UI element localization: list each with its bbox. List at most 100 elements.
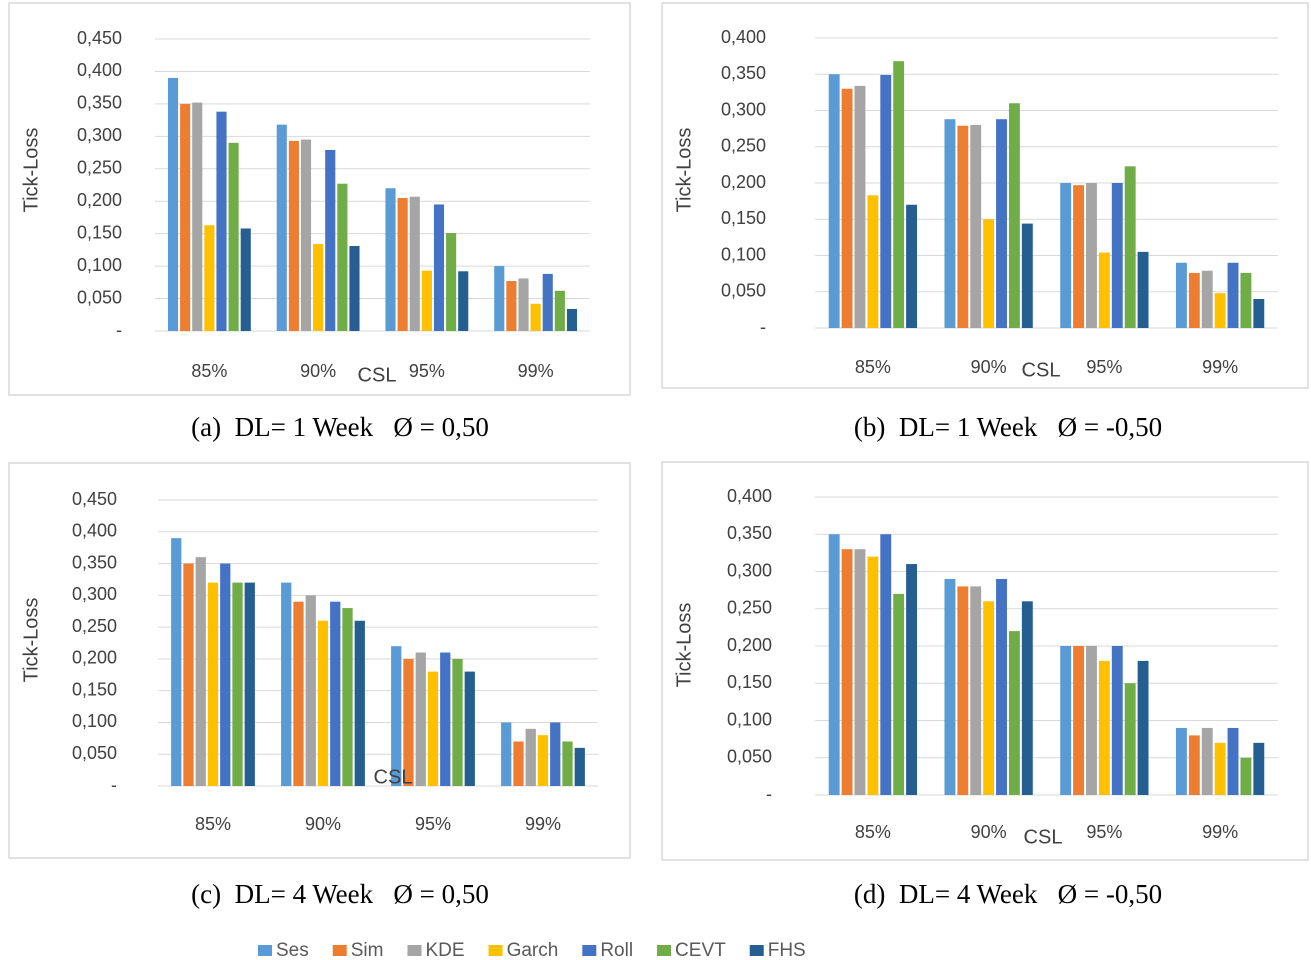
bar [970, 125, 982, 328]
x-tick-label: 85% [855, 357, 891, 377]
y-tick-label: 0,200 [727, 635, 772, 655]
bar [828, 534, 840, 795]
y-tick-label: 0,350 [77, 93, 122, 113]
y-tick-label: 0,250 [72, 616, 117, 636]
y-tick-label: 0,100 [72, 711, 117, 731]
bar [542, 273, 553, 331]
bar [415, 652, 426, 786]
bar [240, 228, 251, 331]
bar [1021, 601, 1033, 795]
x-tick-label: 85% [195, 814, 231, 834]
bar [550, 722, 561, 786]
bar [1175, 262, 1187, 328]
bar [1253, 742, 1265, 795]
bar [354, 620, 365, 786]
bar [293, 601, 304, 786]
bar [841, 88, 853, 328]
bar [216, 111, 227, 331]
y-tick-label: 0,300 [727, 560, 772, 580]
x-tick-label: 90% [971, 822, 1007, 842]
bar [325, 149, 336, 331]
legend-label: FHS [768, 940, 806, 960]
legend-label: KDE [425, 940, 464, 960]
bar [1188, 272, 1200, 328]
legend-label: Ses [276, 940, 309, 960]
bar [854, 549, 866, 795]
y-tick-label: - [111, 775, 117, 795]
bar [880, 534, 892, 795]
x-tick-label: 90% [971, 357, 1007, 377]
y-axis-title: Tick-Loss [673, 603, 695, 688]
bar [906, 204, 918, 328]
bar [446, 233, 457, 331]
bar [574, 747, 585, 786]
bar [452, 658, 463, 786]
bar [1008, 103, 1020, 328]
bar [305, 595, 316, 786]
bar [204, 225, 215, 331]
bar [880, 74, 892, 328]
y-tick-label: 0,450 [72, 489, 117, 509]
x-tick-label: 95% [415, 814, 451, 834]
y-tick-label: - [760, 317, 766, 337]
y-tick-label: 0,150 [727, 672, 772, 692]
bar [828, 74, 840, 328]
bar [1137, 251, 1149, 328]
bar [957, 125, 969, 328]
legend-swatch [657, 945, 672, 956]
bar [1124, 683, 1136, 795]
bar [1253, 299, 1265, 328]
bar [1111, 646, 1123, 795]
x-tick-label: 99% [518, 361, 554, 381]
bar [281, 582, 292, 786]
y-tick-label: 0,200 [721, 172, 766, 192]
bar [1175, 727, 1187, 795]
bar [1008, 631, 1020, 795]
legend-swatch [582, 945, 597, 956]
legend-label: Roll [600, 940, 633, 960]
bar [317, 620, 329, 786]
y-tick-label: 0,300 [77, 125, 122, 145]
y-tick-label: - [766, 784, 772, 804]
y-tick-label: 0,350 [72, 552, 117, 572]
bar [337, 183, 348, 331]
bar [867, 556, 879, 795]
bar [537, 735, 549, 786]
caption: (c) DL= 4 Week Ø = 0,50 [191, 879, 489, 909]
y-tick-label: 0,350 [721, 63, 766, 83]
y-axis-title: Tick-Loss [673, 128, 695, 213]
bar [288, 140, 299, 331]
bar [1060, 646, 1072, 795]
x-axis-title: CSL [1022, 359, 1061, 381]
x-tick-label: 95% [409, 361, 445, 381]
bar [1098, 660, 1110, 795]
x-tick-label: 85% [855, 822, 891, 842]
x-tick-label: 85% [191, 361, 227, 381]
y-tick-label: 0,400 [721, 27, 766, 47]
bar [841, 549, 853, 795]
bar [554, 290, 565, 331]
bar [192, 102, 203, 331]
y-tick-label: 0,400 [72, 521, 117, 541]
bar [1137, 660, 1149, 795]
bar [854, 85, 866, 328]
bar [957, 586, 969, 795]
y-tick-label: 0,250 [721, 136, 766, 156]
y-axis-title: Tick-Loss [20, 598, 42, 683]
bar [1098, 252, 1110, 328]
x-tick-label: 95% [1086, 357, 1122, 377]
bar [1240, 757, 1252, 795]
y-tick-label: 0,100 [77, 255, 122, 275]
legend-swatch [488, 945, 503, 956]
y-tick-label: 0,200 [72, 648, 117, 668]
bar [440, 652, 451, 786]
y-tick-label: 0,300 [721, 99, 766, 119]
bar [996, 578, 1007, 795]
x-tick-label: 99% [525, 814, 561, 834]
bar [1214, 293, 1226, 328]
bar [944, 119, 956, 328]
bar [513, 741, 524, 786]
bar [207, 582, 219, 786]
x-tick-label: 90% [300, 361, 336, 381]
